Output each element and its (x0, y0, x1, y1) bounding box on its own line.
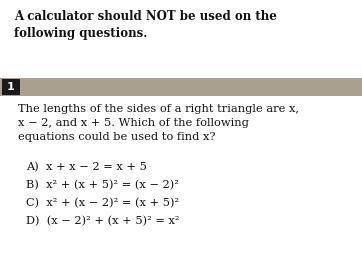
Text: B)  x² + (x + 5)² = (x − 2)²: B) x² + (x + 5)² = (x − 2)² (26, 180, 179, 190)
Text: A calculator should NOT be used on the
following questions.: A calculator should NOT be used on the f… (14, 10, 277, 40)
Bar (0, 78, 362, 96)
Bar (2, 79, 20, 95)
Text: A)  x + x − 2 = x + 5: A) x + x − 2 = x + 5 (26, 162, 147, 172)
Text: D)  (x − 2)² + (x + 5)² = x²: D) (x − 2)² + (x + 5)² = x² (26, 216, 180, 226)
Text: C)  x² + (x − 2)² = (x + 5)²: C) x² + (x − 2)² = (x + 5)² (26, 198, 179, 208)
Text: 1: 1 (7, 82, 15, 92)
Text: The lengths of the sides of a right triangle are x,
x − 2, and x + 5. Which of t: The lengths of the sides of a right tria… (18, 104, 299, 142)
